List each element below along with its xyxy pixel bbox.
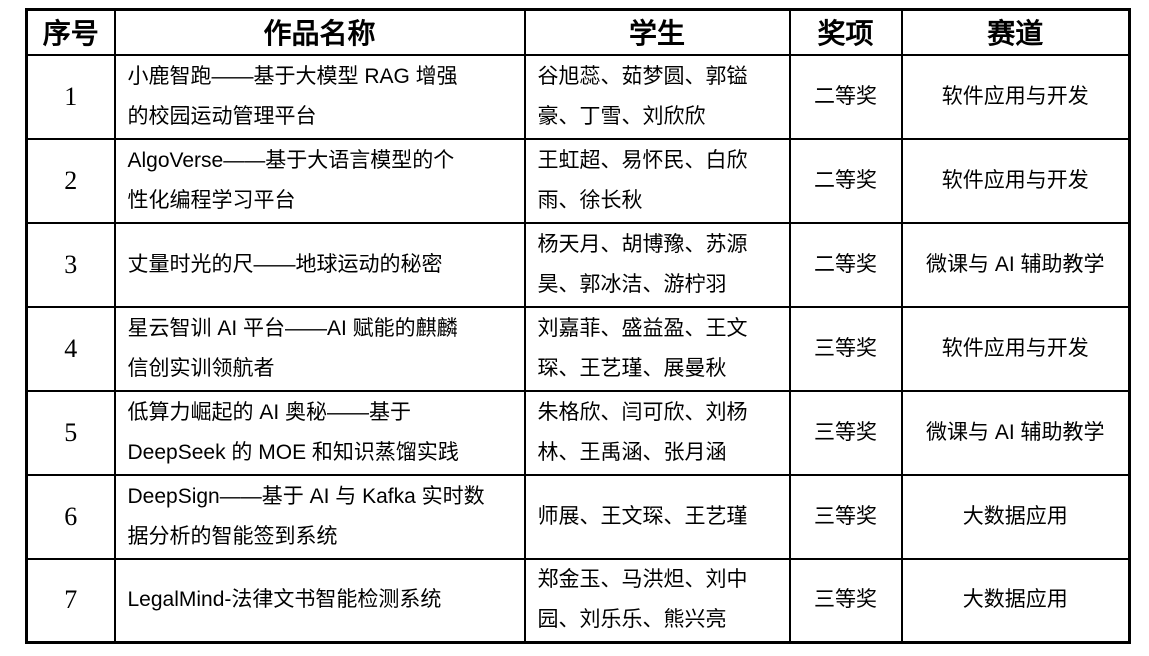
award-cell: 三等奖 [788, 305, 903, 392]
work-title-cell: DeepSign——基于 AI 与 Kafka 实时数 据分析的智能签到系统 [113, 473, 526, 560]
students-cell: 刘嘉菲、盛益盈、王文 琛、王艺瑾、展曼秋 [523, 305, 791, 392]
header-students: 学生 [523, 8, 791, 56]
table-row: 5 低算力崛起的 AI 奥秘——基于 DeepSeek 的 MOE 和知识蒸馏实践… [25, 389, 1131, 476]
award-cell: 三等奖 [788, 389, 903, 476]
students-cell: 王虹超、易怀民、白欣 雨、徐长秋 [523, 137, 791, 224]
award-cell: 三等奖 [788, 473, 903, 560]
track-cell: 微课与 AI 辅助教学 [900, 389, 1131, 476]
table-row: 7 LegalMind-法律文书智能检测系统 郑金玉、马洪炟、刘中 园、刘乐乐、熊兴… [25, 557, 1131, 644]
track-cell: 软件应用与开发 [900, 305, 1131, 392]
table-row: 2 AlgoVerse——基于大语言模型的个 性化编程学习平台 王虹超、易怀民、白欣… [25, 137, 1131, 224]
awards-table: 序号 作品名称 学生 奖项 赛道 1 小鹿智跑——基于大模型 RAG 增强 的校园… [25, 8, 1131, 644]
award-cell: 三等奖 [788, 557, 903, 644]
header-no: 序号 [25, 8, 116, 56]
work-title-cell: 丈量时光的尺——地球运动的秘密 [113, 221, 526, 308]
award-cell: 二等奖 [788, 221, 903, 308]
header-row: 序号 作品名称 学生 奖项 赛道 [25, 8, 1131, 56]
work-title-cell: 星云智训 AI 平台——AI 赋能的麒麟 信创实训领航者 [113, 305, 526, 392]
row-no-cell: 6 [25, 473, 116, 560]
students-cell: 谷旭蕊、茹梦圆、郭镒 豪、丁雪、刘欣欣 [523, 53, 791, 140]
award-cell: 二等奖 [788, 53, 903, 140]
work-title-cell: 低算力崛起的 AI 奥秘——基于 DeepSeek 的 MOE 和知识蒸馏实践 [113, 389, 526, 476]
header-track: 赛道 [900, 8, 1131, 56]
header-work-title: 作品名称 [113, 8, 526, 56]
award-cell: 二等奖 [788, 137, 903, 224]
work-title-cell: LegalMind-法律文书智能检测系统 [113, 557, 526, 644]
track-cell: 大数据应用 [900, 473, 1131, 560]
work-title-cell: 小鹿智跑——基于大模型 RAG 增强 的校园运动管理平台 [113, 53, 526, 140]
row-no-cell: 4 [25, 305, 116, 392]
header-award: 奖项 [788, 8, 903, 56]
work-title-cell: AlgoVerse——基于大语言模型的个 性化编程学习平台 [113, 137, 526, 224]
track-cell: 大数据应用 [900, 557, 1131, 644]
track-cell: 软件应用与开发 [900, 53, 1131, 140]
students-cell: 师展、王文琛、王艺瑾 [523, 473, 791, 560]
row-no-cell: 7 [25, 557, 116, 644]
table-row: 6 DeepSign——基于 AI 与 Kafka 实时数 据分析的智能签到系统师… [25, 473, 1131, 560]
table-row: 1 小鹿智跑——基于大模型 RAG 增强 的校园运动管理平台 谷旭蕊、茹梦圆、郭镒 … [25, 53, 1131, 140]
table-row: 3 丈量时光的尺——地球运动的秘密 杨天月、胡博豫、苏源 昊、郭冰洁、游柠羽 二等奖微… [25, 221, 1131, 308]
track-cell: 软件应用与开发 [900, 137, 1131, 224]
row-no-cell: 3 [25, 221, 116, 308]
students-cell: 杨天月、胡博豫、苏源 昊、郭冰洁、游柠羽 [523, 221, 791, 308]
students-cell: 朱格欣、闫可欣、刘杨 林、王禹涵、张月涵 [523, 389, 791, 476]
row-no-cell: 1 [25, 53, 116, 140]
row-no-cell: 2 [25, 137, 116, 224]
table-row: 4 星云智训 AI 平台——AI 赋能的麒麟 信创实训领航者 刘嘉菲、盛益盈、王文 … [25, 305, 1131, 392]
track-cell: 微课与 AI 辅助教学 [900, 221, 1131, 308]
students-cell: 郑金玉、马洪炟、刘中 园、刘乐乐、熊兴亮 [523, 557, 791, 644]
row-no-cell: 5 [25, 389, 116, 476]
table-body: 1 小鹿智跑——基于大模型 RAG 增强 的校园运动管理平台 谷旭蕊、茹梦圆、郭镒 … [25, 53, 1131, 644]
